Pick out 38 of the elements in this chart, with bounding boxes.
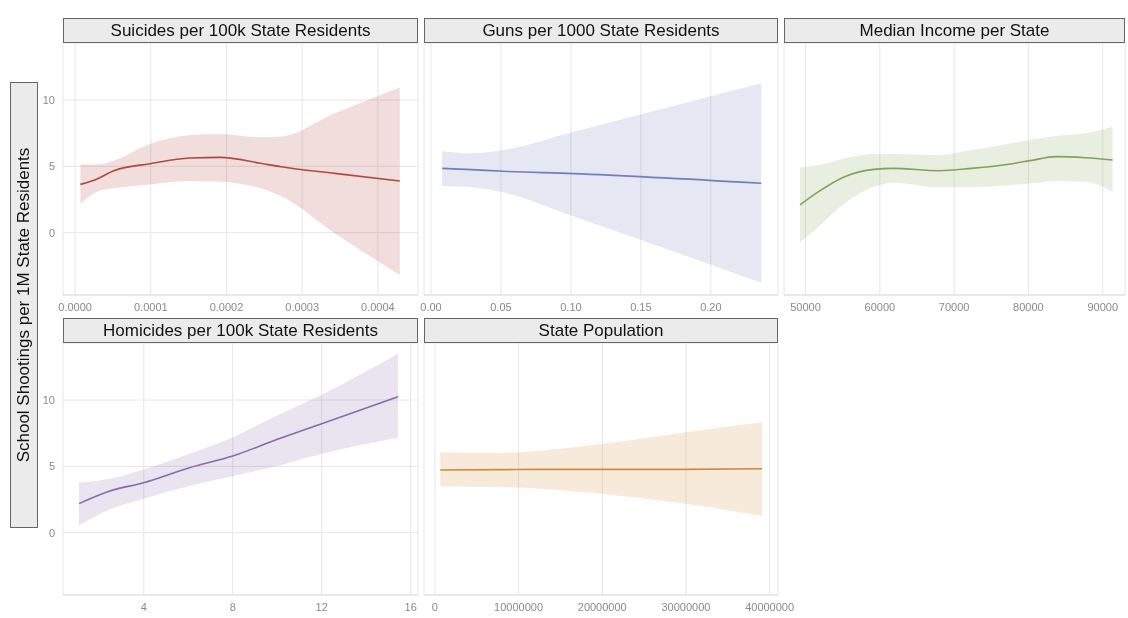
x-tick-label: 8 (229, 600, 236, 613)
x-tick-label: 0.15 (630, 300, 652, 313)
x-tick-label: 20000000 (577, 600, 627, 613)
x-tick-label: 0 (431, 600, 438, 613)
y-tick-label: 0 (48, 526, 55, 539)
x-tick-label: 90000 (1087, 300, 1119, 313)
x-tick-label: 0.10 (560, 300, 582, 313)
x-tick-label: 30000000 (661, 600, 711, 613)
x-tick-label: 4 (140, 600, 147, 613)
x-tick-label: 0.0001 (133, 300, 168, 313)
chart-title: State Population (424, 318, 778, 343)
y-tick-label: 5 (48, 160, 55, 173)
chart-title: Homicides per 100k State Residents (63, 318, 418, 343)
line-series (79, 156, 401, 186)
x-tick-label: 0.0002 (209, 300, 244, 313)
x-tick-label: 40000000 (745, 600, 795, 613)
x-tick-label: 16 (404, 600, 417, 613)
y-tick-label: 10 (42, 93, 55, 106)
chart-title: Suicides per 100k State Residents (63, 18, 418, 43)
x-tick-label: 10000000 (494, 600, 544, 613)
y-tick-label: 10 (42, 393, 55, 406)
y-axis-title: School Shootings per 1M State Residents (14, 147, 34, 463)
x-tick-label: 12 (315, 600, 328, 613)
x-tick-label: 50000 (790, 300, 821, 313)
x-tick-label: 0.0003 (285, 300, 320, 313)
x-tick-label: 0.0004 (361, 300, 395, 313)
x-tick-label: 60000 (864, 300, 896, 313)
chart-title: Median Income per State (784, 18, 1125, 43)
x-tick-label: 0.0000 (58, 300, 92, 313)
x-tick-label: 0.05 (490, 300, 512, 313)
x-tick-label: 0.20 (700, 300, 722, 313)
chart-title: Guns per 1000 State Residents (424, 18, 778, 43)
line-series (78, 395, 399, 505)
x-tick-label: 0.00 (420, 300, 442, 313)
x-tick-label: 80000 (1013, 300, 1044, 313)
x-tick-label: 70000 (938, 300, 970, 313)
y-tick-label: 5 (48, 460, 55, 473)
y-tick-label: 0 (48, 226, 55, 239)
